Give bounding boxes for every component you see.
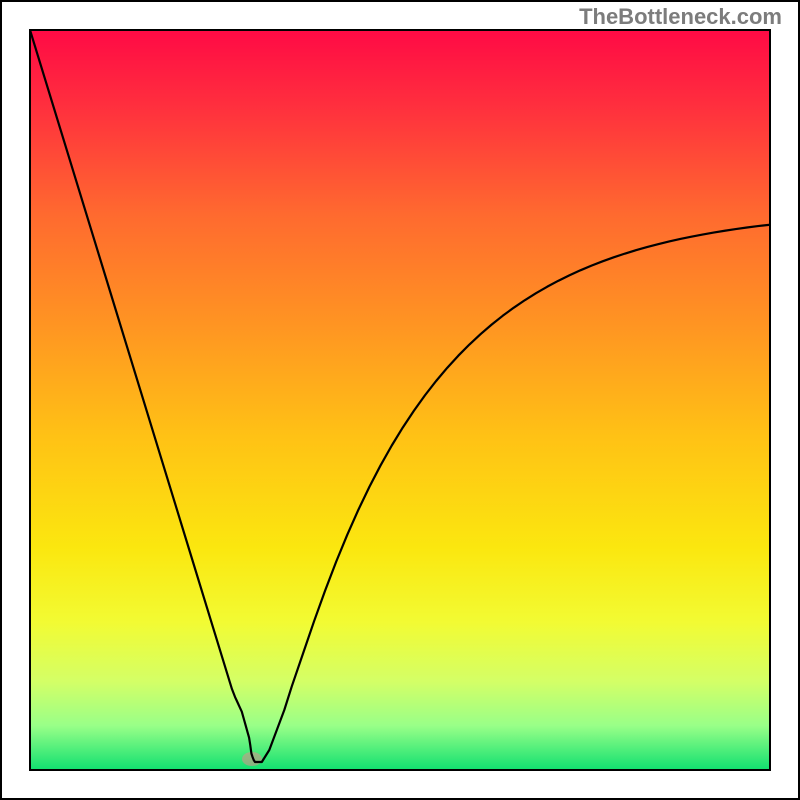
bottleneck-chart <box>0 0 800 800</box>
watermark-text: TheBottleneck.com <box>579 4 782 30</box>
gradient-background <box>30 30 770 770</box>
